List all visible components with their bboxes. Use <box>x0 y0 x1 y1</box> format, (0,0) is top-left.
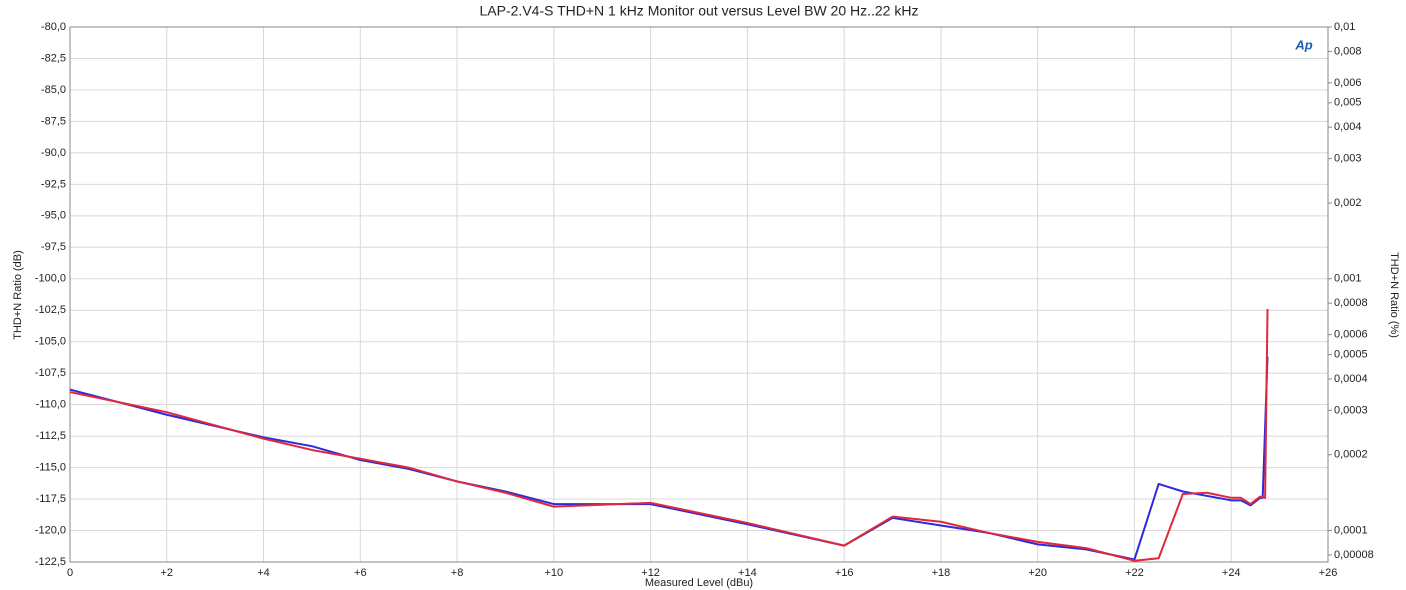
x-tick-label: +4 <box>257 567 270 579</box>
x-tick-label: +18 <box>932 567 951 579</box>
x-tick-label: +6 <box>354 567 367 579</box>
y-tick-label: -115,0 <box>36 461 66 473</box>
chart-title: LAP-2.V4-S THD+N 1 kHz Monitor out versu… <box>480 3 919 19</box>
y2-tick-label: 0,005 <box>1334 97 1362 109</box>
y2-tick-label: 0,0002 <box>1334 449 1368 461</box>
y-tick-label: -87,5 <box>41 115 66 127</box>
y2-tick-label: 0,002 <box>1334 197 1362 209</box>
x-tick-label: +12 <box>641 567 660 579</box>
y2-tick-label: 0,00008 <box>1334 549 1374 561</box>
y-tick-label: -97,5 <box>41 241 66 253</box>
y-tick-label: -102,5 <box>35 304 66 316</box>
y-tick-label: -92,5 <box>41 178 66 190</box>
x-tick-label: +10 <box>545 567 564 579</box>
y2-axis-title: THD+N Ratio (%) <box>1388 252 1400 338</box>
y-tick-label: -120,0 <box>35 524 66 536</box>
data-line <box>69 308 1269 562</box>
y2-tick-label: 0,006 <box>1334 77 1362 89</box>
logo: Ap <box>1294 37 1312 52</box>
y-tick-label: -82,5 <box>41 52 66 64</box>
x-tick-label: 0 <box>67 567 73 579</box>
y-tick-label: -90,0 <box>41 147 66 159</box>
y2-tick-label: 0,0003 <box>1334 404 1368 416</box>
x-tick-label: +20 <box>1028 567 1047 579</box>
x-tick-label: +22 <box>1125 567 1144 579</box>
y-tick-label: -95,0 <box>41 210 66 222</box>
x-tick-label: +8 <box>451 567 464 579</box>
y-tick-label: -85,0 <box>41 84 66 96</box>
x-tick-label: +26 <box>1319 567 1338 579</box>
y-tick-label: -110,0 <box>36 399 66 411</box>
x-tick-label: +16 <box>835 567 854 579</box>
y2-tick-label: 0,0004 <box>1334 373 1368 385</box>
y2-tick-label: 0,0001 <box>1334 524 1368 536</box>
x-tick-label: +24 <box>1222 567 1241 579</box>
y2-tick-label: 0,0008 <box>1334 297 1368 309</box>
y2-tick-label: 0,0005 <box>1334 348 1368 360</box>
x-axis-title: Measured Level (dBu) <box>645 577 753 589</box>
data-line <box>69 356 1269 561</box>
y-axis-title: THD+N Ratio (dB) <box>12 250 24 340</box>
y2-tick-label: 0,0006 <box>1334 329 1368 341</box>
y-tick-label: -107,5 <box>35 367 66 379</box>
x-tick-label: +2 <box>160 567 173 579</box>
y-tick-label: -122,5 <box>35 556 66 568</box>
y2-tick-label: 0,008 <box>1334 45 1362 57</box>
x-tick-label: +14 <box>738 567 757 579</box>
y-tick-label: -100,0 <box>35 273 66 285</box>
plot-border <box>69 26 1329 563</box>
y-tick-label: -112,5 <box>36 430 66 442</box>
y2-tick-label: 0,001 <box>1334 273 1362 285</box>
y-tick-label: -105,0 <box>35 336 66 348</box>
y-tick-label: -117,5 <box>36 493 66 505</box>
y-tick-label: -80,0 <box>41 21 66 33</box>
y2-tick-label: 0,01 <box>1334 21 1355 33</box>
y2-tick-label: 0,003 <box>1334 153 1362 165</box>
plot-area <box>69 26 1329 563</box>
y2-tick-label: 0,004 <box>1334 121 1362 133</box>
